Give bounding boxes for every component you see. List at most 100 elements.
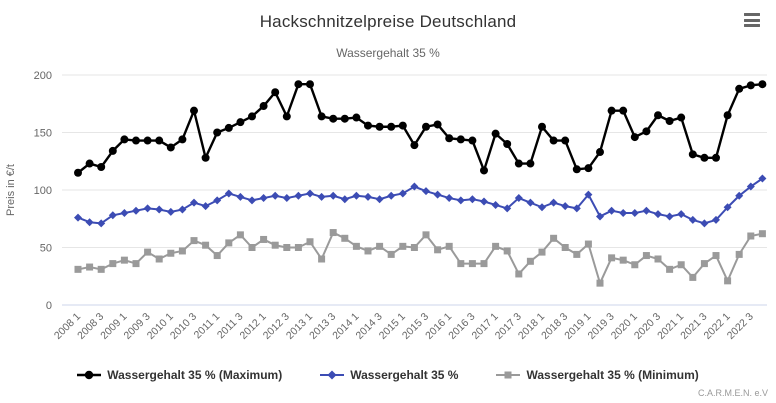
data-point[interactable] — [654, 111, 662, 120]
data-point[interactable] — [213, 128, 222, 137]
data-point[interactable] — [445, 194, 454, 203]
data-point[interactable] — [422, 122, 430, 131]
data-point[interactable] — [747, 232, 755, 240]
credits-link[interactable]: C.A.R.M.E.N. e.V — [697, 388, 768, 398]
data-point[interactable] — [445, 242, 453, 250]
data-point[interactable] — [549, 136, 558, 145]
data-point[interactable] — [642, 252, 650, 260]
data-point[interactable] — [224, 123, 233, 132]
data-point[interactable] — [306, 80, 314, 89]
data-point[interactable] — [480, 260, 488, 268]
data-point[interactable] — [631, 261, 639, 269]
data-point[interactable] — [387, 122, 396, 131]
data-point[interactable] — [526, 159, 535, 168]
data-point[interactable] — [573, 250, 581, 258]
data-point[interactable] — [236, 231, 244, 239]
data-point[interactable] — [224, 189, 233, 198]
data-point[interactable] — [456, 196, 465, 205]
data-point[interactable] — [248, 112, 256, 121]
hamburger-menu-icon[interactable] — [744, 13, 760, 27]
data-point[interactable] — [201, 202, 210, 211]
data-point[interactable] — [109, 260, 117, 268]
data-point[interactable] — [178, 205, 187, 214]
data-point[interactable] — [271, 191, 280, 200]
data-point[interactable] — [410, 141, 419, 150]
data-point[interactable] — [677, 261, 685, 269]
data-point[interactable] — [758, 230, 766, 238]
data-point[interactable] — [120, 256, 128, 264]
data-point[interactable] — [97, 219, 106, 228]
data-point[interactable] — [480, 166, 488, 175]
data-point[interactable] — [201, 153, 210, 162]
data-point[interactable] — [735, 191, 744, 200]
data-point[interactable] — [422, 187, 430, 196]
data-point[interactable] — [364, 121, 372, 130]
data-point[interactable] — [700, 260, 708, 268]
data-point[interactable] — [503, 140, 512, 148]
data-point[interactable] — [724, 277, 732, 285]
data-point[interactable] — [619, 256, 627, 264]
data-point[interactable] — [178, 247, 186, 255]
data-point[interactable] — [596, 148, 604, 157]
data-point[interactable] — [723, 203, 732, 212]
data-point[interactable] — [630, 133, 639, 142]
data-point[interactable] — [665, 117, 674, 125]
data-point[interactable] — [619, 209, 628, 217]
data-point[interactable] — [514, 194, 523, 203]
data-point[interactable] — [515, 270, 523, 278]
data-point[interactable] — [236, 118, 245, 127]
data-point[interactable] — [619, 106, 628, 115]
data-point[interactable] — [155, 136, 164, 145]
data-point[interactable] — [584, 240, 592, 248]
data-point[interactable] — [202, 241, 210, 249]
data-point[interactable] — [213, 196, 222, 205]
data-point[interactable] — [352, 191, 361, 200]
data-point[interactable] — [190, 237, 198, 245]
data-point[interactable] — [700, 219, 709, 228]
data-point[interactable] — [236, 192, 245, 201]
data-point[interactable] — [665, 212, 674, 221]
data-point[interactable] — [491, 200, 500, 209]
data-point[interactable] — [340, 114, 349, 123]
data-point[interactable] — [608, 254, 616, 262]
data-point[interactable] — [550, 234, 558, 242]
data-point[interactable] — [688, 150, 697, 159]
data-point[interactable] — [642, 127, 651, 136]
data-point[interactable] — [294, 244, 302, 251]
legend-item-maximum[interactable]: Wassergehalt 35 % (Maximum) — [77, 368, 282, 382]
data-point[interactable] — [225, 239, 233, 247]
data-point[interactable] — [456, 135, 465, 144]
data-point[interactable] — [329, 229, 337, 237]
data-point[interactable] — [97, 163, 106, 171]
data-point[interactable] — [735, 84, 744, 93]
data-point[interactable] — [468, 260, 476, 268]
data-point[interactable] — [561, 244, 569, 251]
data-point[interactable] — [248, 196, 256, 205]
data-point[interactable] — [630, 209, 639, 217]
data-point[interactable] — [364, 247, 372, 255]
data-point[interactable] — [712, 153, 720, 162]
data-point[interactable] — [120, 209, 129, 217]
data-point[interactable] — [318, 255, 326, 263]
data-point[interactable] — [700, 153, 709, 162]
data-point[interactable] — [491, 129, 500, 138]
data-point[interactable] — [248, 244, 256, 251]
data-point[interactable] — [282, 112, 291, 121]
data-point[interactable] — [341, 234, 349, 242]
data-point[interactable] — [155, 205, 164, 214]
data-point[interactable] — [526, 198, 535, 207]
data-point[interactable] — [387, 250, 395, 258]
data-point[interactable] — [306, 238, 314, 246]
data-point[interactable] — [132, 136, 140, 145]
data-point[interactable] — [433, 120, 442, 129]
data-point[interactable] — [584, 190, 593, 199]
data-point[interactable] — [584, 164, 593, 173]
data-point[interactable] — [144, 248, 152, 256]
data-point[interactable] — [375, 195, 384, 204]
data-point[interactable] — [410, 244, 418, 251]
data-point[interactable] — [445, 134, 454, 143]
data-point[interactable] — [689, 273, 697, 281]
data-point[interactable] — [642, 206, 651, 215]
data-point[interactable] — [108, 211, 117, 220]
data-point[interactable] — [503, 204, 512, 213]
